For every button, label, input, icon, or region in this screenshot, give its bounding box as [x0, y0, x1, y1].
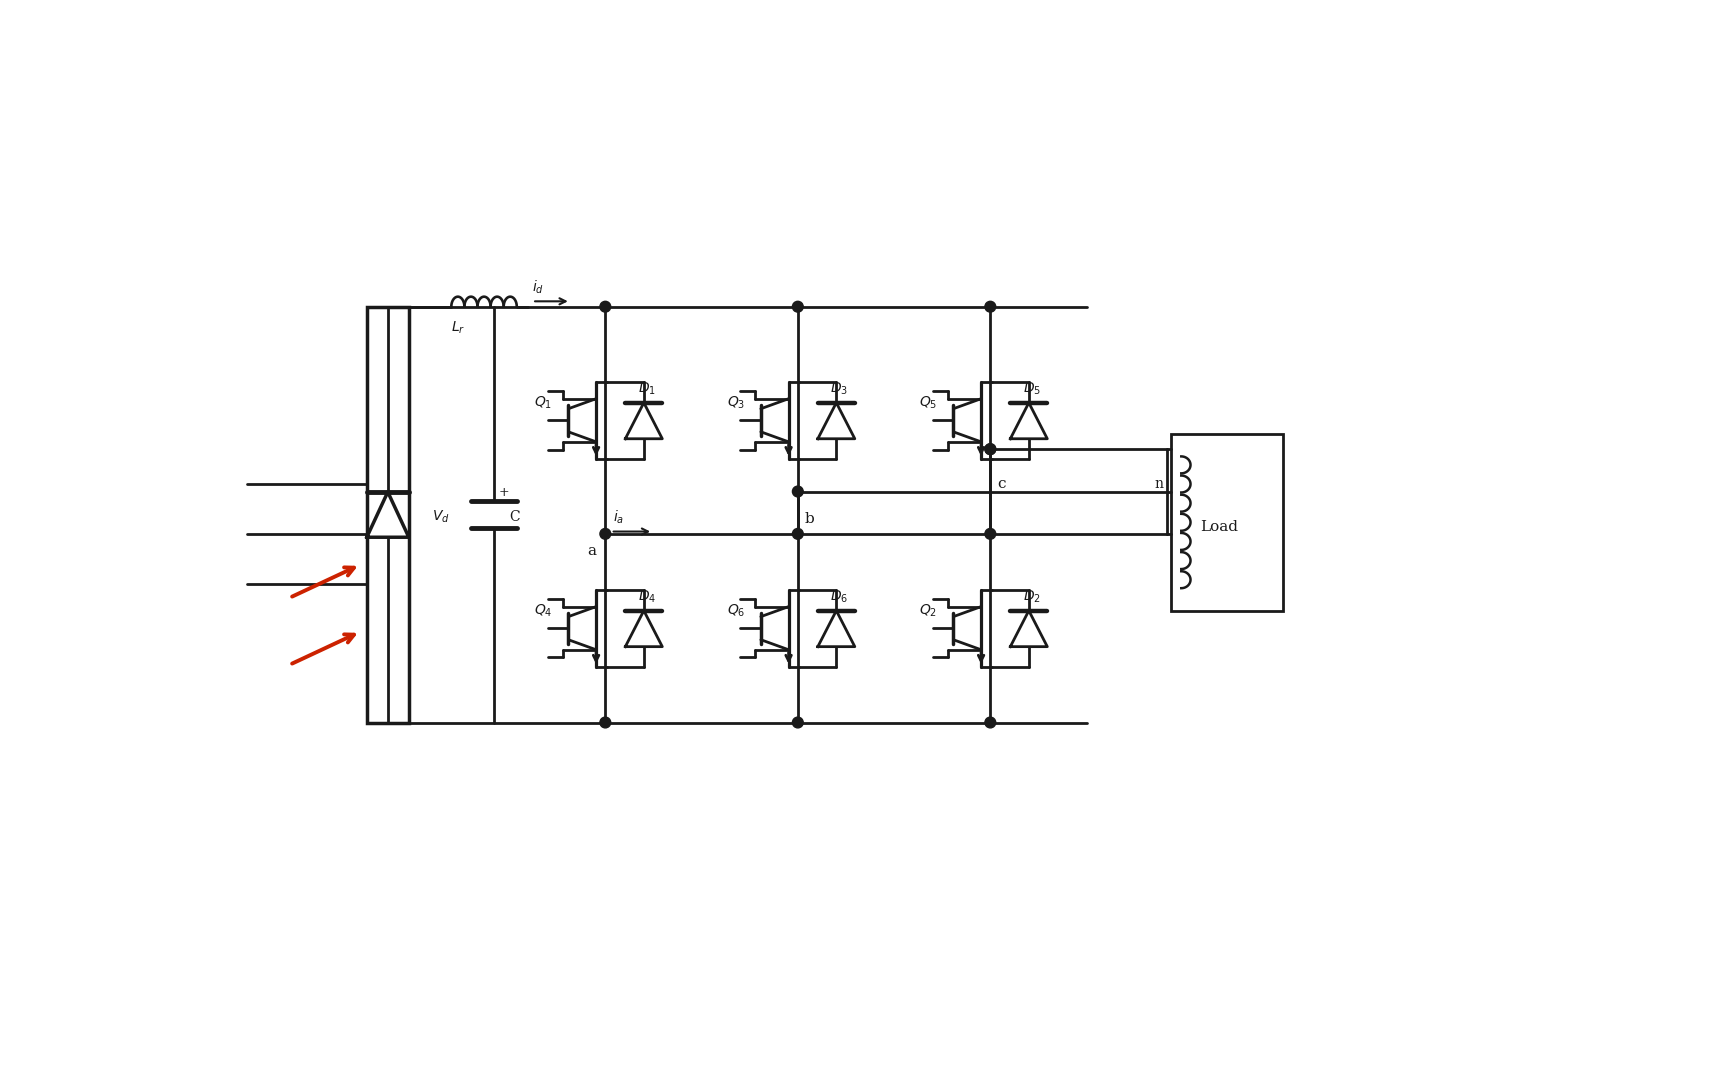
- Text: $Q_{4}$: $Q_{4}$: [534, 603, 553, 619]
- Circle shape: [600, 528, 610, 539]
- Text: $V_d$: $V_d$: [432, 509, 449, 525]
- Circle shape: [600, 301, 610, 312]
- Text: $Q_{3}$: $Q_{3}$: [727, 394, 745, 411]
- Text: +: +: [499, 486, 510, 499]
- Circle shape: [985, 528, 995, 539]
- Polygon shape: [626, 403, 662, 438]
- Text: $Q_{6}$: $Q_{6}$: [727, 603, 745, 619]
- Circle shape: [793, 528, 804, 539]
- Polygon shape: [366, 492, 410, 537]
- Text: $D_{6}$: $D_{6}$: [829, 589, 848, 605]
- Text: b: b: [805, 512, 814, 526]
- Text: c: c: [997, 477, 1006, 491]
- Text: C: C: [510, 510, 520, 524]
- Circle shape: [985, 717, 995, 728]
- Text: n: n: [1154, 477, 1163, 491]
- Text: a: a: [588, 544, 596, 558]
- Text: $i_a$: $i_a$: [613, 509, 624, 526]
- Polygon shape: [1011, 610, 1047, 647]
- Polygon shape: [817, 403, 855, 438]
- Text: $D_{2}$: $D_{2}$: [1023, 589, 1040, 605]
- Circle shape: [985, 444, 995, 455]
- Circle shape: [985, 444, 995, 455]
- Circle shape: [985, 301, 995, 312]
- Text: $i_d$: $i_d$: [532, 279, 544, 296]
- Text: $D_{1}$: $D_{1}$: [638, 381, 655, 397]
- Text: $L_r$: $L_r$: [451, 320, 465, 336]
- Circle shape: [793, 301, 804, 312]
- Text: $D_{3}$: $D_{3}$: [829, 381, 848, 397]
- Text: $Q_{1}$: $Q_{1}$: [534, 394, 553, 411]
- Bar: [1172, 434, 1282, 611]
- Text: $D_{4}$: $D_{4}$: [638, 589, 657, 605]
- Circle shape: [793, 717, 804, 728]
- Text: $Q_{2}$: $Q_{2}$: [919, 603, 938, 619]
- Circle shape: [600, 717, 610, 728]
- Circle shape: [793, 486, 804, 497]
- Text: $Q_{5}$: $Q_{5}$: [919, 394, 938, 411]
- Bar: [366, 307, 410, 723]
- Text: Load: Load: [1201, 519, 1239, 534]
- Polygon shape: [626, 610, 662, 647]
- Polygon shape: [1011, 403, 1047, 438]
- Polygon shape: [817, 610, 855, 647]
- Text: $D_{5}$: $D_{5}$: [1023, 381, 1040, 397]
